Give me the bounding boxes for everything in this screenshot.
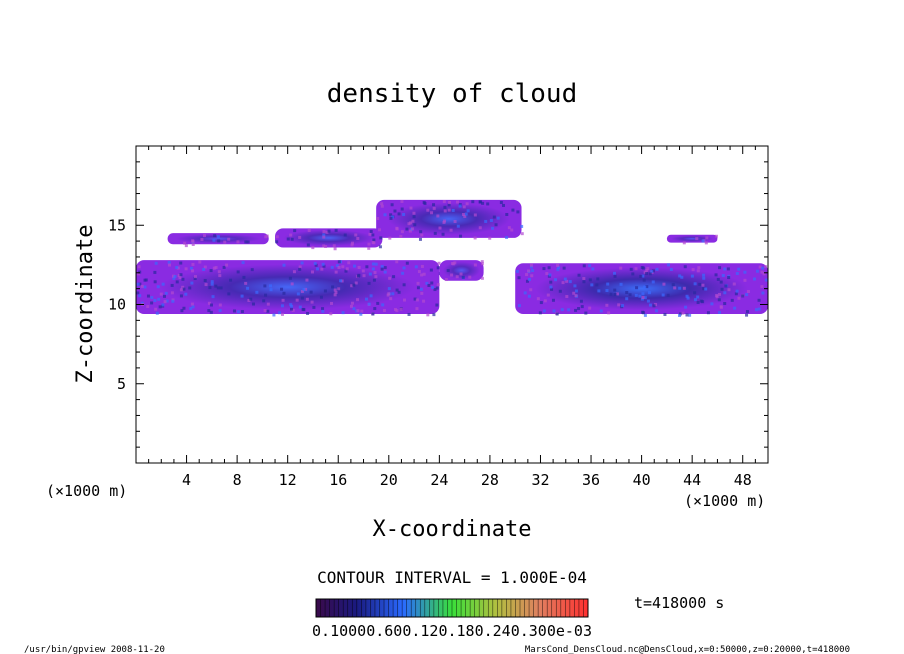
- y-tick-label: 5: [117, 375, 126, 393]
- x-tick-label: 24: [430, 471, 448, 489]
- x-tick-label: 36: [582, 471, 600, 489]
- y-axis-label: Z-coordinate: [73, 225, 98, 384]
- cloud-region: [515, 263, 768, 317]
- x-tick-label: 48: [734, 471, 752, 489]
- cloud-region: [376, 199, 524, 241]
- time-label: t=418000 s: [634, 594, 724, 612]
- footer-right: MarsCond_DensCloud.nc@DensCloud,x=0:5000…: [525, 645, 850, 654]
- x-tick-label: 8: [233, 471, 242, 489]
- colorbar-contour-lines: [320, 599, 584, 617]
- x-tick-label: 40: [633, 471, 651, 489]
- y-tick-label: 10: [108, 296, 126, 314]
- x-tick-label: 4: [182, 471, 191, 489]
- x-tick-label: 20: [380, 471, 398, 489]
- x-unit-right: (×1000 m): [684, 492, 765, 510]
- x-axis-label: X-coordinate: [373, 517, 532, 542]
- cloud-region: [136, 260, 442, 317]
- x-tick-label: 44: [683, 471, 701, 489]
- x-tick-label: 32: [531, 471, 549, 489]
- cloud-region: [439, 260, 484, 282]
- y-tick-label: 15: [108, 216, 126, 234]
- chart-title: density of cloud: [327, 79, 577, 109]
- cloud-region: [275, 228, 383, 251]
- contour-interval: CONTOUR INTERVAL = 1.000E-04: [317, 568, 587, 587]
- colorbar-label: 0.10000.600.120.180.240.300e-03: [312, 622, 592, 640]
- x-tick-label: 16: [329, 471, 347, 489]
- x-unit-left: (×1000 m): [46, 482, 127, 500]
- cloud-region: [167, 233, 269, 248]
- footer-left: /usr/bin/gpview 2008-11-20: [24, 645, 165, 654]
- x-tick-label: 12: [279, 471, 297, 489]
- x-tick-label: 28: [481, 471, 499, 489]
- cloud-regions: [136, 199, 768, 317]
- cloud-region: [666, 234, 718, 245]
